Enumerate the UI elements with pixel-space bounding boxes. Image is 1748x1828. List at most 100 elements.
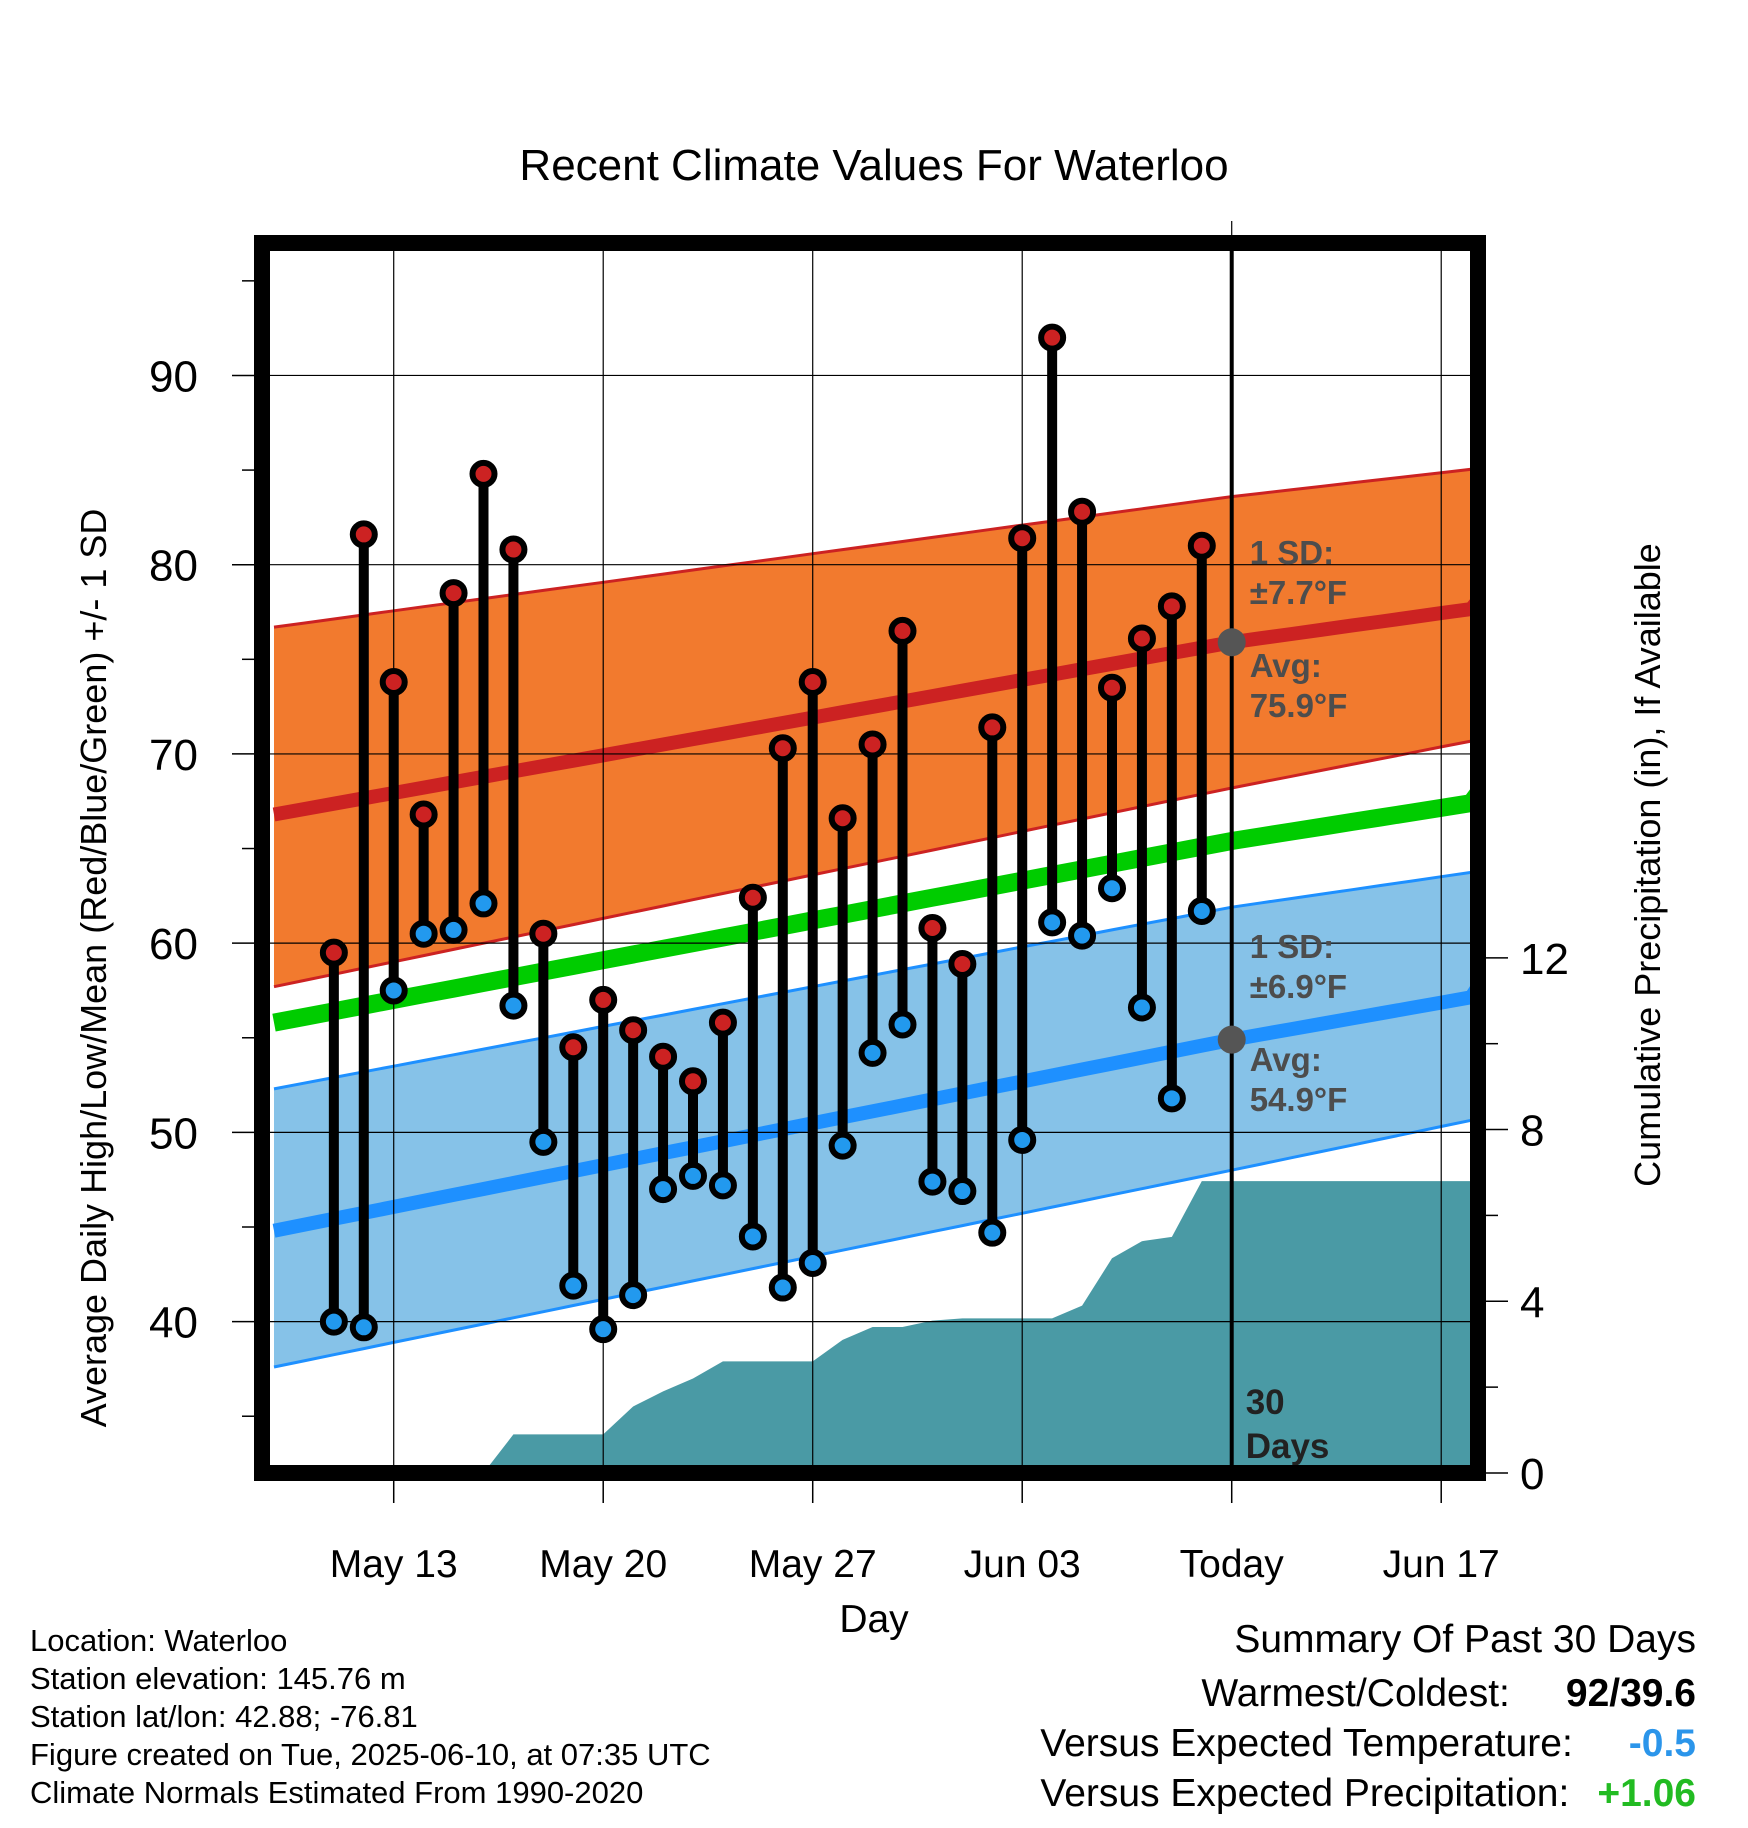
- daily-low-point: [349, 1313, 378, 1342]
- low-avg-annotation: Avg: 54.9°F: [1250, 1041, 1348, 1118]
- normals-text: Climate Normals Estimated From 1990-2020: [30, 1775, 644, 1810]
- daily-low-point: [888, 1010, 917, 1039]
- daily-low-point: [529, 1127, 558, 1156]
- y2-tick-label: 4: [1520, 1278, 1544, 1327]
- daily-low-point: [978, 1218, 1007, 1247]
- daily-low-point: [619, 1281, 648, 1310]
- x-tick-label: May 20: [539, 1543, 667, 1586]
- daily-high-point: [349, 520, 378, 549]
- daily-high-point: [379, 668, 408, 697]
- location-text: Location: Waterloo: [30, 1623, 288, 1658]
- daily-low-point: [1127, 993, 1156, 1022]
- x-tick-label: May 13: [330, 1543, 458, 1586]
- daily-low-point: [1068, 921, 1097, 950]
- y2-axis-label: Cumulative Precipitation (in), If Availa…: [1627, 543, 1668, 1187]
- y-tick-label: 70: [149, 731, 198, 780]
- today-high-avg-point: [1217, 628, 1246, 657]
- daily-high-point: [858, 730, 887, 759]
- daily-low-point: [1008, 1125, 1037, 1154]
- daily-low-point: [409, 919, 438, 948]
- daily-high-point: [619, 1016, 648, 1045]
- temp-label: Versus Expected Temperature:: [1040, 1722, 1573, 1765]
- plot-area: 1 SD: ±7.7°F Avg: 75.9°F 1 SD: ±6.9°F Avg: 54.9…: [149, 221, 1569, 1586]
- latlon-text: Station lat/lon: 42.88; -76.81: [30, 1699, 418, 1734]
- daily-low-point: [1157, 1084, 1186, 1113]
- daily-high-point: [319, 938, 348, 967]
- daily-high-point: [1008, 524, 1037, 553]
- created-text: Figure created on Tue, 2025-06-10, at 07…: [30, 1737, 711, 1772]
- daily-high-point: [1157, 592, 1186, 621]
- daily-low-point: [499, 991, 528, 1020]
- daily-high-point: [559, 1033, 588, 1062]
- daily-high-point: [469, 459, 498, 488]
- daily-high-point: [439, 579, 468, 608]
- y-tick-label: 50: [149, 1109, 198, 1158]
- daily-low-point: [469, 889, 498, 918]
- daily-high-point: [1098, 673, 1126, 702]
- daily-high-point: [1068, 497, 1097, 526]
- daily-low-point: [768, 1273, 797, 1302]
- high-sd-annotation: 1 SD: ±7.7°F: [1250, 534, 1347, 611]
- y-tick-label: 90: [149, 352, 198, 401]
- daily-high-point: [1187, 531, 1216, 560]
- elevation-text: Station elevation: 145.76 m: [30, 1661, 406, 1696]
- daily-low-point: [589, 1315, 618, 1344]
- summary-title: Summary Of Past 30 Days: [1234, 1618, 1696, 1661]
- daily-high-point: [1127, 624, 1156, 653]
- daily-low-point: [1187, 896, 1216, 925]
- chart-title: Recent Climate Values For Waterloo: [519, 141, 1228, 190]
- summary-warmest-row: Warmest/Coldest: 92/39.6: [1201, 1672, 1696, 1716]
- high-avg-annotation: Avg: 75.9°F: [1250, 647, 1348, 724]
- daily-low-point: [708, 1171, 737, 1200]
- low-sd-annotation: 1 SD: ±6.9°F: [1250, 928, 1347, 1005]
- today-low-avg-point: [1217, 1025, 1246, 1054]
- temp-value: -0.5: [1628, 1722, 1696, 1765]
- daily-high-point: [768, 734, 797, 763]
- y2-tick-label: 8: [1520, 1107, 1544, 1156]
- daily-high-point: [589, 985, 618, 1014]
- daily-high-point: [828, 804, 857, 833]
- daily-high-point: [499, 535, 528, 564]
- daily-low-point: [798, 1248, 827, 1277]
- y-tick-label: 40: [149, 1299, 198, 1348]
- x-tick-label: May 27: [749, 1543, 877, 1586]
- daily-high-point: [679, 1067, 707, 1096]
- daily-low-point: [918, 1167, 947, 1196]
- precipitation-area: [274, 1181, 1478, 1473]
- daily-low-point: [1098, 874, 1126, 903]
- precip-value: +1.06: [1597, 1772, 1696, 1815]
- y2-tick-label: 0: [1520, 1450, 1544, 1499]
- low-sd-lower-line: [273, 1107, 1478, 1369]
- y-tick-label: 80: [149, 542, 198, 591]
- daily-low-point: [948, 1177, 977, 1206]
- daily-high-point: [948, 949, 977, 978]
- daily-low-point: [559, 1271, 588, 1300]
- plot-frame: [254, 235, 1486, 1481]
- low-avg-line: [272, 982, 1478, 1238]
- summary-precip-row: Versus Expected Precipitation: +1.06: [1040, 1772, 1696, 1816]
- daily-low-point: [649, 1175, 678, 1204]
- high-sd-upper-line: [273, 461, 1478, 629]
- daily-high-point: [798, 668, 827, 697]
- daily-high-point: [649, 1042, 678, 1071]
- y-axis-label: Average Daily High/Low/Mean (Red/Blue/Gr…: [73, 509, 114, 1428]
- daily-low-point: [828, 1131, 857, 1160]
- daily-high-point: [529, 919, 558, 948]
- warmest-value: 92/39.6: [1565, 1672, 1696, 1715]
- y2-tick-label: 12: [1520, 935, 1569, 984]
- daily-high-point: [708, 1008, 737, 1037]
- daily-low-point: [1038, 908, 1067, 937]
- daily-low-point: [679, 1161, 707, 1190]
- daily-high-point: [978, 713, 1007, 742]
- x-tick-label: Jun 17: [1383, 1543, 1500, 1586]
- daily-high-point: [1038, 323, 1067, 352]
- station-info: Location: Waterloo Station elevation: 14…: [30, 1622, 711, 1812]
- daily-high-point: [409, 800, 438, 829]
- x-tick-label: Today: [1180, 1543, 1285, 1586]
- daily-low-point: [858, 1038, 887, 1067]
- x-axis-label: Day: [839, 1598, 909, 1641]
- today-days-label: 30 Days: [1246, 1383, 1330, 1466]
- y-tick-label: 60: [149, 920, 198, 969]
- summary-temp-row: Versus Expected Temperature: -0.5: [1040, 1722, 1696, 1766]
